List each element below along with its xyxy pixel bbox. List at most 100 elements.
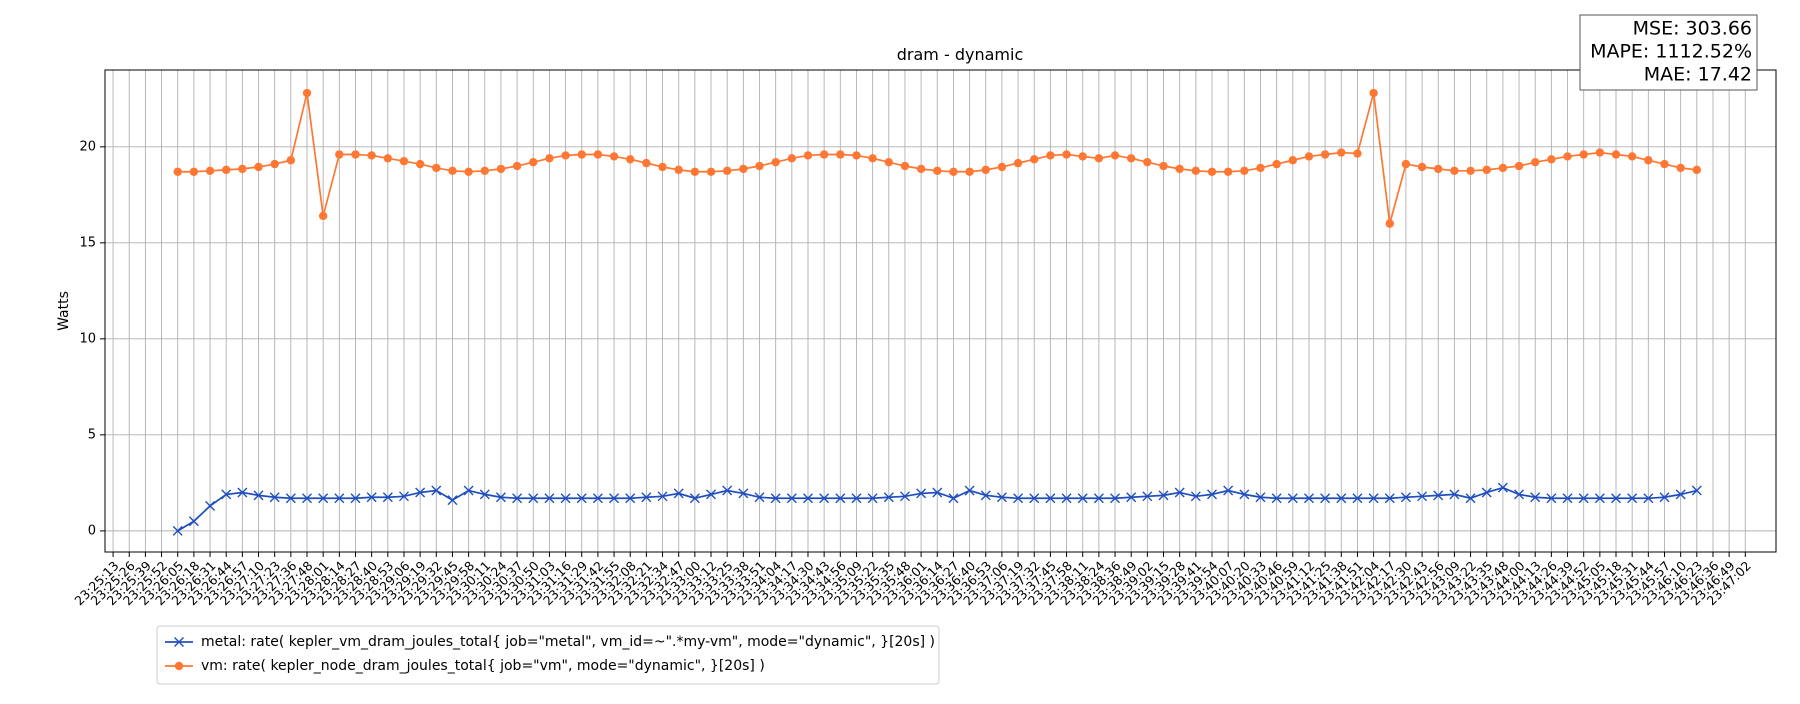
data-point — [981, 165, 990, 175]
data-point — [1126, 492, 1137, 503]
data-point — [1466, 166, 1475, 176]
data-point — [787, 154, 797, 163]
data-point — [479, 489, 490, 500]
data-point — [463, 485, 474, 496]
data-point — [592, 493, 603, 504]
data-point — [868, 154, 877, 163]
data-point — [1369, 88, 1378, 98]
data-point — [188, 516, 199, 527]
data-point — [1110, 493, 1121, 504]
data-point — [609, 493, 620, 504]
data-point — [1400, 492, 1411, 503]
data-point — [916, 488, 927, 499]
data-point — [1611, 493, 1622, 504]
data-point — [1093, 493, 1104, 504]
data-point — [1175, 164, 1184, 174]
data-point — [706, 489, 717, 500]
data-point — [1159, 161, 1168, 171]
data-point — [1465, 493, 1476, 504]
data-point — [658, 162, 667, 172]
data-point — [964, 485, 975, 496]
data-point — [900, 161, 910, 171]
data-point — [836, 150, 845, 159]
data-point — [997, 162, 1007, 172]
data-point — [221, 489, 232, 500]
data-point — [884, 157, 893, 167]
data-point — [1077, 493, 1088, 504]
data-point — [625, 493, 636, 504]
data-point — [222, 165, 231, 175]
data-point — [819, 150, 829, 159]
data-point — [1450, 166, 1459, 176]
data-point — [980, 490, 991, 501]
data-point — [1368, 493, 1379, 504]
data-point — [1272, 159, 1281, 169]
data-point — [1594, 493, 1605, 504]
data-point — [932, 487, 943, 498]
data-point — [771, 157, 780, 167]
data-point — [270, 159, 279, 169]
data-point — [1207, 489, 1217, 500]
data-point — [1288, 156, 1297, 165]
data-point — [269, 492, 280, 503]
data-point — [1062, 150, 1071, 159]
data-point — [1094, 154, 1104, 163]
data-point — [1013, 158, 1023, 168]
data-point — [350, 493, 361, 504]
data-point — [448, 166, 457, 176]
legend-label: metal: rate( kepler_vm_dram_joules_total… — [201, 634, 935, 650]
data-point — [1304, 152, 1314, 161]
data-point — [1547, 155, 1556, 164]
data-point — [1353, 149, 1362, 158]
data-point — [415, 487, 426, 498]
data-point — [366, 492, 377, 503]
data-point — [1255, 492, 1266, 503]
data-point — [189, 167, 199, 176]
data-point — [205, 166, 215, 176]
data-point — [754, 492, 765, 503]
stats-text: MAPE: 1112.52% — [1590, 41, 1752, 63]
data-point — [1303, 493, 1314, 504]
data-point — [237, 487, 248, 498]
data-point — [1482, 165, 1491, 175]
data-point — [1030, 155, 1039, 164]
data-point — [1078, 152, 1087, 161]
data-point — [1110, 151, 1120, 160]
y-tick-label: 15 — [79, 235, 96, 250]
data-point — [1643, 493, 1654, 504]
y-tick-label: 20 — [79, 139, 96, 154]
chart-title: dram - dynamic — [897, 45, 1023, 64]
data-point — [1644, 156, 1653, 165]
data-point — [431, 485, 442, 496]
y-tick-label: 0 — [88, 523, 96, 538]
data-point — [432, 163, 441, 173]
data-point — [1143, 157, 1152, 167]
data-point — [1563, 152, 1572, 161]
data-point — [560, 493, 571, 504]
data-point — [965, 167, 974, 176]
data-point — [496, 164, 506, 174]
data-point — [367, 151, 376, 160]
data-point — [1207, 167, 1217, 176]
data-point — [1417, 162, 1427, 172]
data-point — [415, 159, 425, 169]
data-point — [529, 157, 538, 167]
data-point — [1627, 493, 1638, 504]
data-point — [382, 492, 393, 503]
data-point — [1514, 161, 1524, 171]
legend-box — [156, 625, 940, 685]
y-tick-label: 10 — [79, 331, 96, 346]
data-point — [1256, 163, 1265, 173]
data-point — [1627, 152, 1637, 161]
data-point — [933, 166, 942, 176]
data-point — [609, 152, 619, 161]
data-point — [1691, 485, 1702, 496]
data-point — [1336, 493, 1347, 504]
data-point — [916, 164, 926, 174]
data-point — [1013, 493, 1024, 504]
data-point — [1320, 150, 1330, 159]
data-point — [1223, 167, 1233, 176]
data-point — [739, 164, 748, 174]
data-point — [1337, 148, 1346, 157]
